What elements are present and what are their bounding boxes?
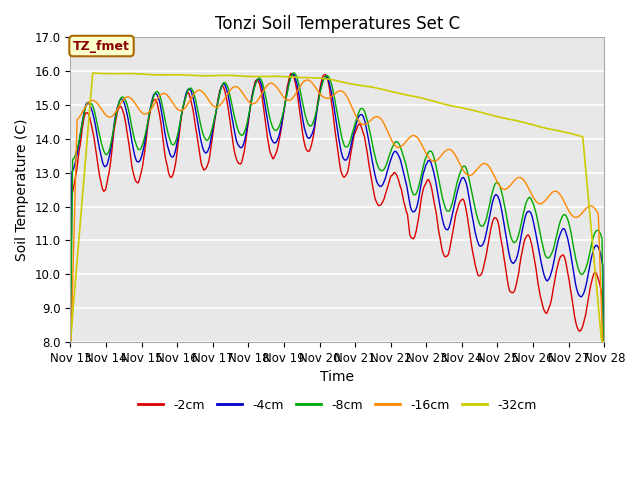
-8cm [186, 86, 193, 92]
-32cm [419, 96, 426, 101]
-8cm [131, 138, 139, 144]
Line: -32cm: -32cm [70, 73, 604, 342]
Line: -4cm: -4cm [70, 74, 604, 342]
-2cm [76, 143, 84, 149]
-2cm [67, 332, 74, 337]
-4cm [186, 86, 193, 92]
-16cm [403, 138, 411, 144]
-2cm [419, 191, 426, 196]
-32cm [600, 339, 608, 345]
-2cm [214, 100, 221, 106]
-8cm [290, 70, 298, 76]
-32cm [598, 339, 606, 345]
-8cm [214, 102, 221, 108]
-32cm [214, 72, 222, 78]
-32cm [76, 222, 84, 228]
-16cm [131, 100, 139, 106]
-16cm [186, 99, 193, 105]
-4cm [403, 183, 411, 189]
-32cm [132, 71, 140, 77]
Legend: -2cm, -4cm, -8cm, -16cm, -32cm: -2cm, -4cm, -8cm, -16cm, -32cm [133, 394, 541, 417]
-16cm [214, 104, 221, 110]
X-axis label: Time: Time [321, 370, 355, 384]
Y-axis label: Soil Temperature (C): Soil Temperature (C) [15, 119, 29, 261]
-32cm [67, 338, 74, 344]
-4cm [214, 102, 221, 108]
Title: Tonzi Soil Temperatures Set C: Tonzi Soil Temperatures Set C [215, 15, 460, 33]
-8cm [419, 167, 426, 173]
-2cm [403, 210, 411, 216]
-16cm [76, 113, 84, 119]
-2cm [287, 71, 295, 76]
-4cm [131, 154, 139, 159]
-2cm [186, 91, 193, 97]
-4cm [419, 175, 426, 181]
-2cm [131, 177, 139, 182]
-8cm [76, 133, 84, 139]
-32cm [186, 72, 194, 78]
-16cm [303, 77, 311, 83]
-8cm [67, 339, 74, 345]
-4cm [67, 339, 74, 345]
-8cm [403, 166, 411, 171]
-32cm [403, 92, 411, 98]
-16cm [67, 339, 74, 345]
Text: TZ_fmet: TZ_fmet [73, 39, 130, 52]
-4cm [289, 71, 296, 77]
-2cm [600, 339, 608, 345]
-16cm [419, 143, 426, 149]
Line: -2cm: -2cm [70, 73, 604, 342]
-4cm [600, 339, 608, 345]
Line: -8cm: -8cm [70, 73, 604, 342]
Line: -16cm: -16cm [70, 80, 604, 342]
-8cm [600, 339, 608, 345]
-4cm [76, 133, 84, 139]
-16cm [600, 339, 608, 345]
-32cm [89, 70, 97, 76]
